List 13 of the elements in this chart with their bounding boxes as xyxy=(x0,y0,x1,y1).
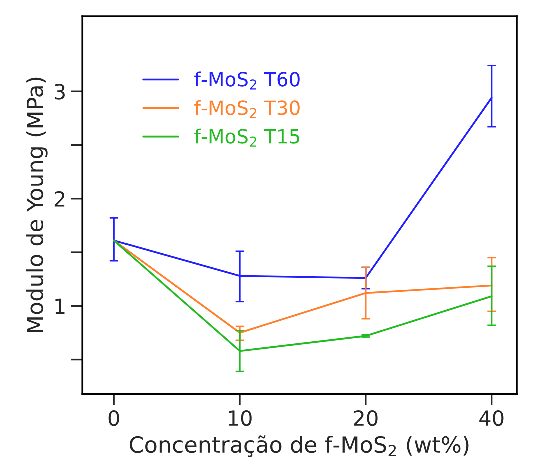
legend-label: f-MoS$_{2}$ T60 xyxy=(194,72,300,90)
x-tick-label: 0 xyxy=(108,410,120,426)
y-axis-title: Modulo de Young (MPa) xyxy=(26,78,48,333)
x-axis-title: Concentração de f-MoS$_{2}$ (wt%) xyxy=(130,436,469,458)
x-tick-label: 10 xyxy=(229,410,252,426)
y-tick-label: 2 xyxy=(54,191,65,207)
line-series xyxy=(113,240,493,334)
y-tick-label: 3 xyxy=(54,84,65,100)
x-tick-label: 40 xyxy=(480,410,504,426)
legend-label: f-MoS$_{2}$ T15 xyxy=(194,128,300,147)
x-tick-label: 20 xyxy=(354,410,378,426)
y-tick-label: 1 xyxy=(56,298,65,314)
legend-label: f-MoS$_{2}$ T30 xyxy=(194,100,300,118)
